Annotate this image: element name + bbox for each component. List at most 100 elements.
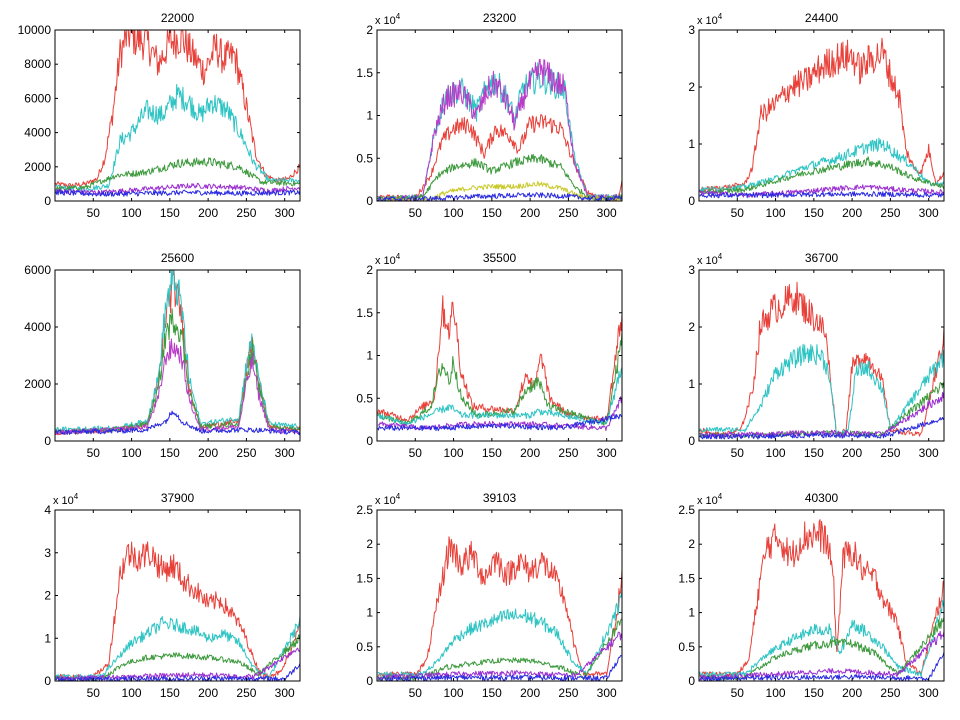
x-tick-label: 250 [236, 686, 256, 700]
y-exponent-label: x 104 [375, 252, 401, 267]
y-tick-label: 2000 [24, 160, 51, 174]
series-line-5 [699, 417, 944, 440]
x-tick-label: 50 [409, 686, 423, 700]
x-tick-label: 250 [236, 446, 256, 460]
x-tick-label: 100 [122, 206, 142, 220]
x-tick-label: 50 [409, 446, 423, 460]
y-tick-label: 4 [44, 503, 51, 517]
series-group [377, 295, 622, 432]
subplot-title: 22000 [161, 11, 195, 25]
x-tick-label: 300 [597, 446, 617, 460]
axes-box [698, 509, 945, 682]
subplot-6: 50 100 150 200 250 300 0 1 2 3 36700 x 104 [688, 251, 945, 460]
y-tick-label: 8000 [24, 57, 51, 71]
series-line-1 [699, 37, 944, 192]
x-tick-label: 50 [409, 206, 423, 220]
series-line-1 [699, 519, 944, 678]
subplot-title: 24400 [805, 11, 839, 25]
series-line-2 [377, 589, 622, 678]
x-tick-label: 300 [275, 446, 295, 460]
y-tick-label: 0 [688, 434, 695, 448]
subplot-title: 39103 [483, 491, 517, 505]
y-tick-label: 2 [688, 80, 695, 94]
series-line-6 [377, 192, 622, 201]
series-line-5 [377, 414, 622, 432]
y-tick-label: 2 [366, 263, 373, 277]
x-tick-label: 150 [482, 686, 502, 700]
x-tick-label: 300 [275, 686, 295, 700]
x-tick-label: 150 [482, 446, 502, 460]
x-tick-label: 50 [87, 446, 101, 460]
series-group [699, 519, 944, 681]
x-tick-label: 100 [444, 206, 464, 220]
x-tick-label: 100 [122, 446, 142, 460]
series-line-4 [55, 338, 300, 436]
y-tick-label: 4000 [24, 320, 51, 334]
series-group [55, 30, 300, 197]
x-tick-label: 200 [520, 686, 540, 700]
series-line-5 [699, 651, 944, 681]
x-tick-label: 250 [558, 686, 578, 700]
x-tick-label: 200 [198, 446, 218, 460]
series-line-3 [377, 367, 622, 426]
series-group [55, 270, 300, 436]
y-tick-label: 0.5 [356, 640, 373, 654]
x-tick-label: 200 [842, 206, 862, 220]
subplot-9: 50 100 150 200 250 300 0 0.5 1 1.5 2 2.5 40300 x 104 [678, 491, 945, 700]
subplot-7: 50 100 150 200 250 300 0 1 2 3 4 37900 x 104 [44, 491, 301, 700]
axes-box [698, 269, 945, 442]
axes-box [54, 29, 301, 202]
y-tick-label: 2 [688, 537, 695, 551]
y-tick-label: 1 [366, 109, 373, 123]
x-tick-label: 250 [558, 206, 578, 220]
y-tick-label: 1.5 [356, 571, 373, 585]
series-line-1 [377, 536, 622, 678]
series-line-1 [55, 541, 300, 680]
x-tick-label: 50 [87, 206, 101, 220]
series-line-3 [55, 157, 300, 192]
y-tick-label: 10000 [18, 23, 52, 37]
series-line-4 [699, 390, 944, 438]
x-tick-label: 100 [444, 446, 464, 460]
y-tick-label: 6000 [24, 263, 51, 277]
y-tick-label: 0 [44, 194, 51, 208]
series-line-5 [55, 663, 300, 681]
x-tick-label: 300 [597, 206, 617, 220]
x-tick-label: 150 [160, 206, 180, 220]
y-tick-label: 2 [366, 23, 373, 37]
y-tick-label: 3 [688, 263, 695, 277]
y-tick-label: 1 [366, 606, 373, 620]
series-line-1 [377, 295, 622, 423]
subplot-1: 50 100 150 200 250 300 0 2000 4000 6000 8000 10000 2… [18, 11, 301, 220]
series-line-5 [55, 189, 300, 197]
y-tick-label: 2 [688, 320, 695, 334]
y-exponent-label: x 104 [375, 12, 401, 27]
series-group [377, 536, 622, 681]
series-line-4 [377, 153, 622, 201]
x-tick-label: 250 [880, 446, 900, 460]
series-line-2 [699, 137, 944, 193]
series-line-2 [55, 83, 300, 192]
series-group [55, 541, 300, 681]
subplot-3: 50 100 150 200 250 300 0 1 2 3 24400 x 104 [688, 11, 945, 220]
y-exponent-label: x 104 [697, 12, 723, 27]
y-tick-label: 0 [688, 674, 695, 688]
x-tick-label: 200 [842, 446, 862, 460]
x-tick-label: 200 [198, 686, 218, 700]
y-tick-label: 0.5 [356, 391, 373, 405]
x-tick-label: 300 [919, 446, 939, 460]
axes-box [376, 509, 623, 682]
y-tick-label: 0.5 [678, 640, 695, 654]
y-tick-label: 4000 [24, 126, 51, 140]
y-tick-label: 3 [44, 546, 51, 560]
x-tick-label: 200 [520, 206, 540, 220]
axes-box [54, 269, 301, 442]
subplot-4: 50 100 150 200 250 300 0 2000 4000 6000 25600 [24, 251, 301, 460]
y-tick-label: 2 [366, 537, 373, 551]
series-line-3 [55, 634, 300, 681]
y-tick-label: 1.5 [356, 66, 373, 80]
x-tick-label: 150 [482, 206, 502, 220]
series-group [377, 58, 622, 201]
